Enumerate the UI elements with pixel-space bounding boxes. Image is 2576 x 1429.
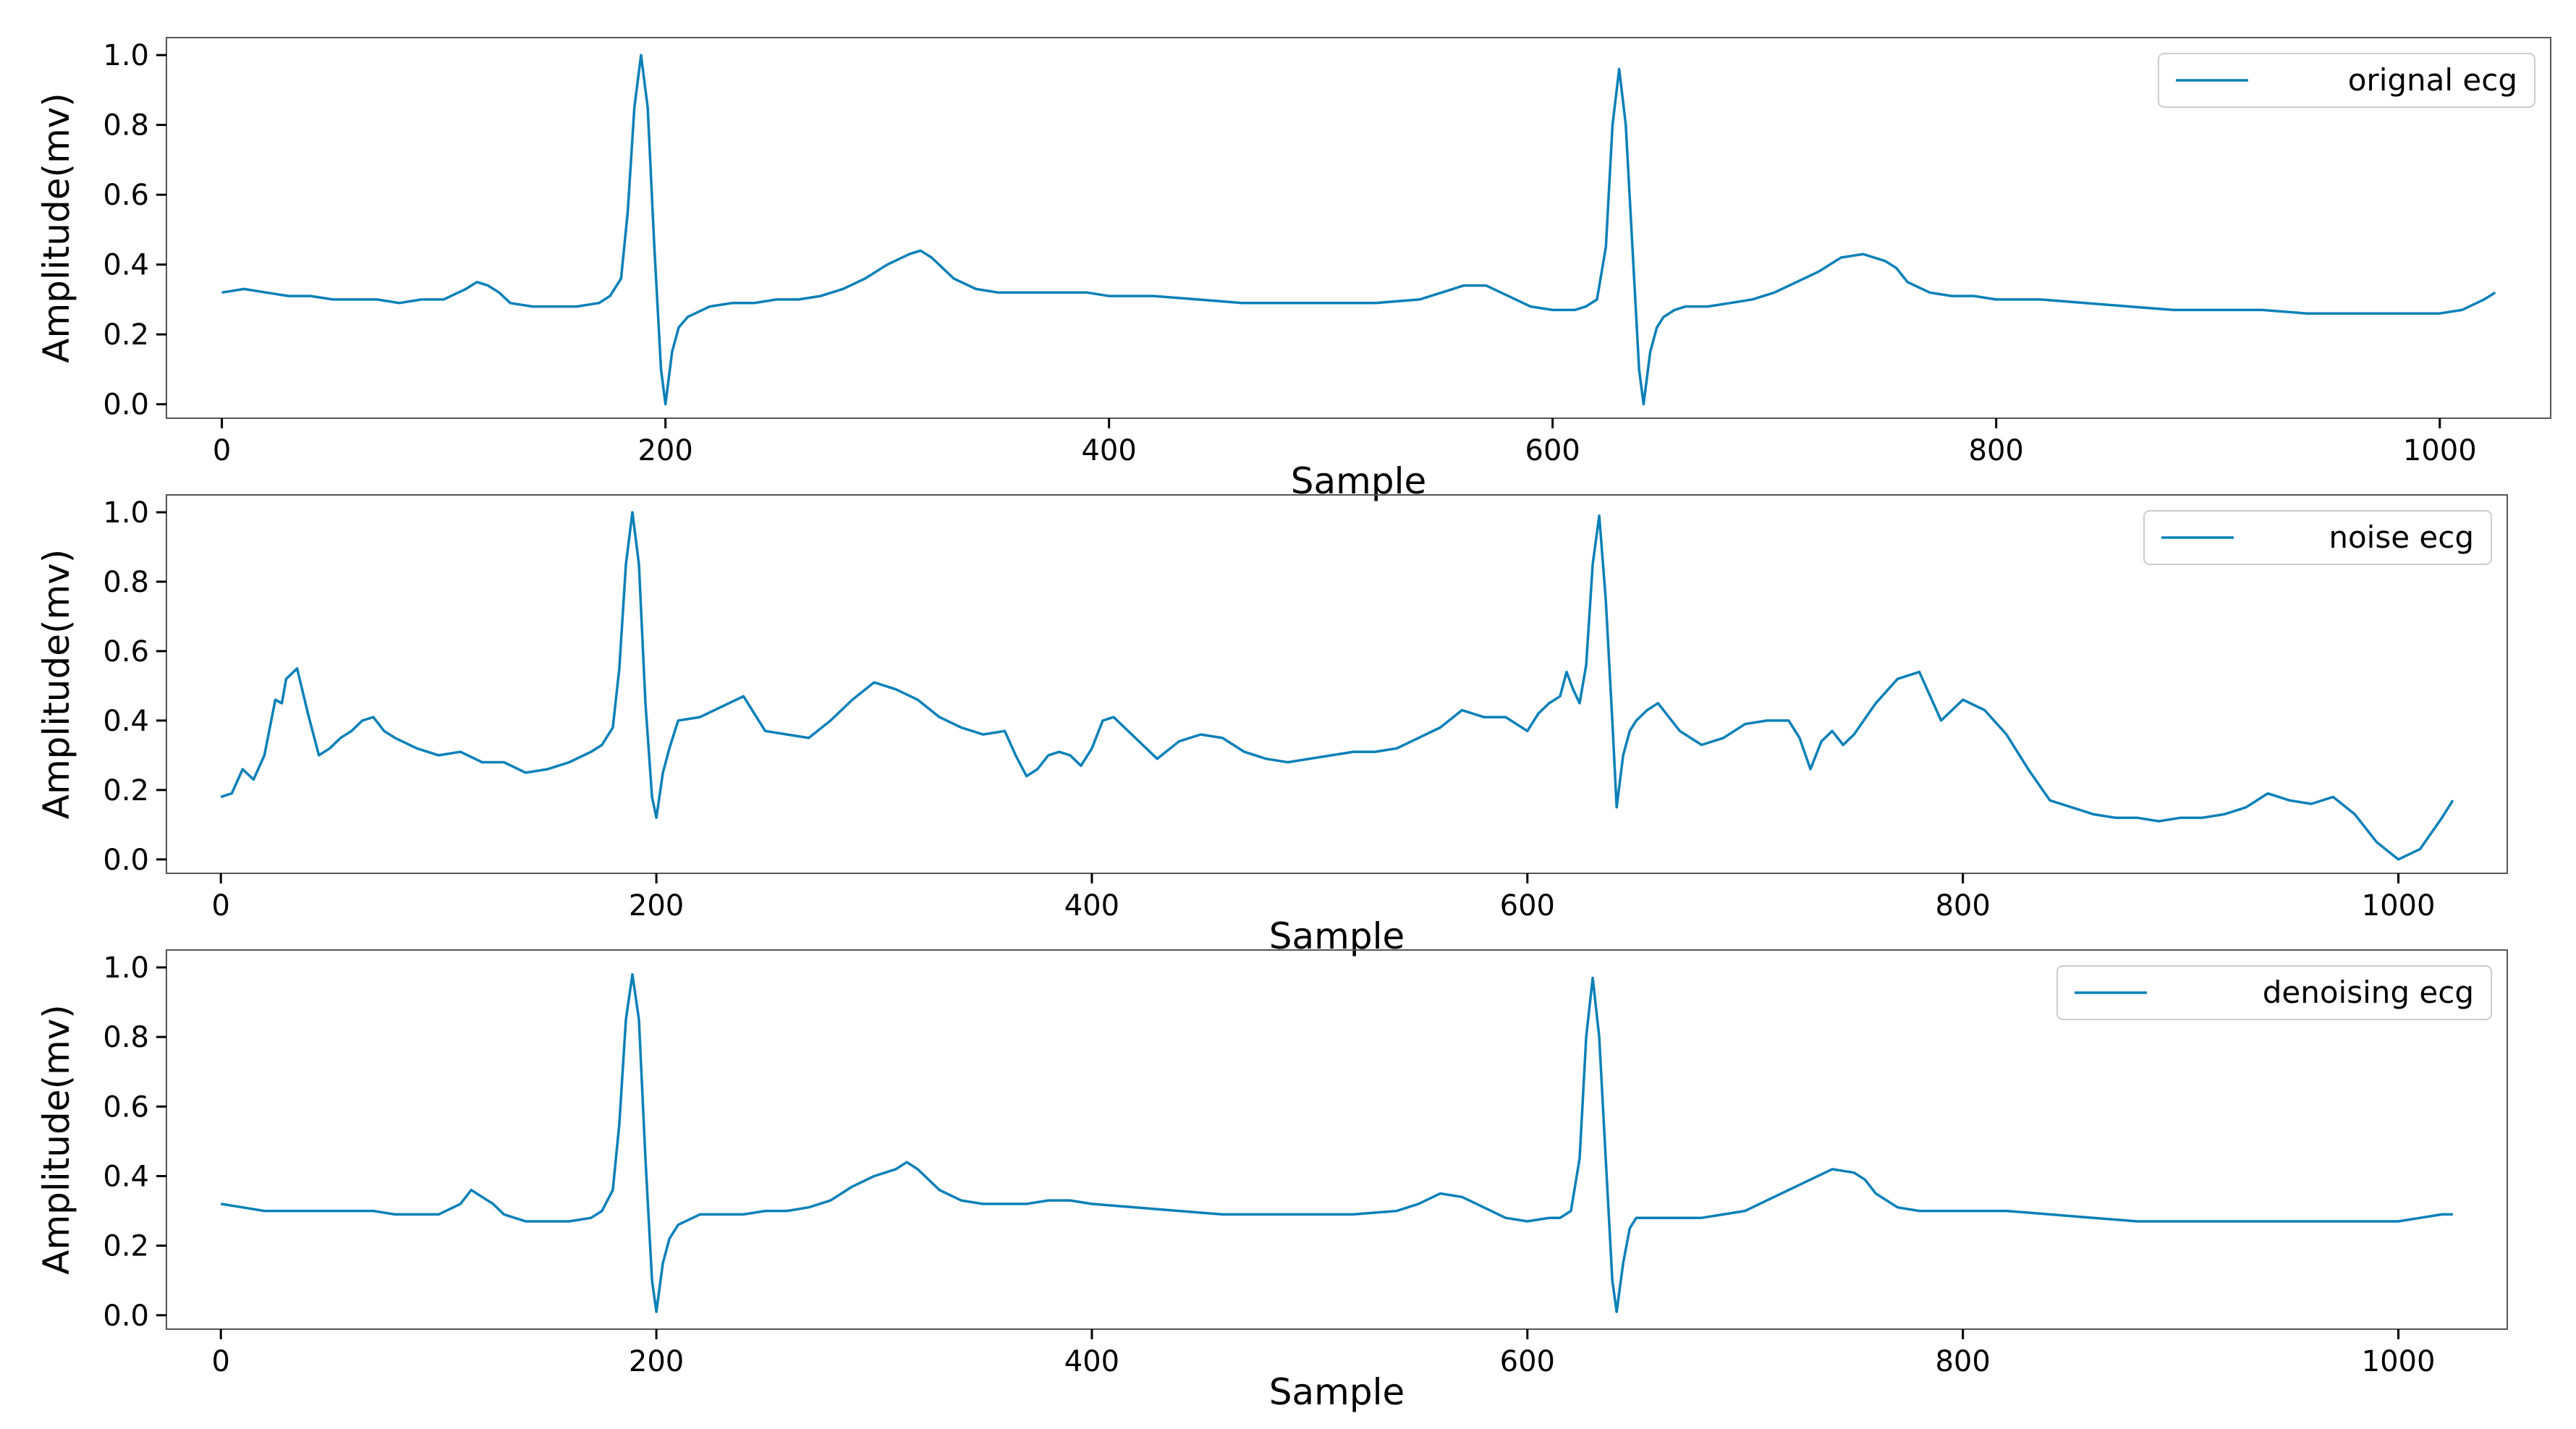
legend-label: noise ecg <box>2329 520 2474 555</box>
legend: noise ecg <box>2143 510 2492 565</box>
y-tick-label: 0.8 <box>103 109 149 143</box>
y-tick-label: 0.8 <box>103 566 149 599</box>
y-tick-label: 0.8 <box>103 1021 149 1054</box>
y-tick-label: 0.2 <box>103 774 149 807</box>
x-tick-label: 0 <box>212 1345 230 1378</box>
x-axis-title: Sample <box>1291 460 1426 502</box>
x-tick-label: 1000 <box>2362 1345 2436 1378</box>
y-tick-label: 0.6 <box>103 1090 149 1124</box>
y-tick-label: 1.0 <box>103 39 149 72</box>
y-tick-label: 0.2 <box>103 318 149 352</box>
axes-frame <box>166 37 2551 419</box>
y-tick-label: 0.0 <box>103 1299 149 1333</box>
subplot-2: 0.0 0.2 0.4 0.6 0.8 1.0 0 200 400 600 800 1000 Sampl… <box>35 494 2508 957</box>
legend-label: orignal ecg <box>2348 62 2517 98</box>
y-tick-label: 1.0 <box>103 496 149 530</box>
y-tick-label: 0.4 <box>103 1160 149 1193</box>
x-tick-label: 200 <box>629 1345 684 1378</box>
x-tick-label: 400 <box>1081 434 1136 467</box>
y-tick-label: 0.0 <box>103 844 149 877</box>
y-tick-label: 0.0 <box>103 389 149 422</box>
y-tick-label: 1.0 <box>103 951 149 985</box>
series-line-denoising-ecg <box>220 972 2453 1313</box>
y-tick-label: 0.4 <box>103 249 149 282</box>
y-tick-label: 0.4 <box>103 705 149 738</box>
x-tick-label: 200 <box>637 434 692 467</box>
y-axis-title: Amplitude(mv) <box>35 1004 77 1275</box>
legend-box <box>2056 965 2492 1020</box>
subplot-1: 0.0 0.2 0.4 0.6 0.8 1.0 0 200 400 600 800 1000 Sampl… <box>35 37 2551 502</box>
x-tick-label: 800 <box>1935 889 1990 923</box>
series-line-noise-ecg <box>220 511 2454 861</box>
y-tick-label: 0.2 <box>103 1230 149 1263</box>
y-axis-title: Amplitude(mv) <box>35 549 77 820</box>
subplot-3: 0.0 0.2 0.4 0.6 0.8 1.0 0 200 400 600 800 1000 Sampl… <box>35 949 2508 1413</box>
y-tick-label: 0.6 <box>103 179 149 212</box>
y-axis-title: Amplitude(mv) <box>35 93 77 363</box>
x-tick-label: 800 <box>1935 1345 1990 1378</box>
legend-box <box>2158 53 2535 108</box>
x-tick-label: 1000 <box>2403 434 2477 467</box>
axes-frame <box>166 494 2508 874</box>
legend: denoising ecg <box>2056 965 2492 1020</box>
axes-frame <box>166 949 2508 1330</box>
x-tick-label: 400 <box>1064 1345 1119 1378</box>
x-tick-label: 200 <box>629 889 684 923</box>
x-axis-title: Sample <box>1269 915 1404 957</box>
x-tick-label: 800 <box>1969 434 2024 467</box>
x-tick-label: 400 <box>1064 889 1119 923</box>
x-tick-label: 0 <box>212 889 230 923</box>
y-tick-label: 0.6 <box>103 635 149 669</box>
series-line-orignal-ecg <box>221 54 2496 406</box>
x-tick-label: 600 <box>1500 1345 1555 1378</box>
legend-box <box>2143 510 2492 565</box>
x-tick-label: 0 <box>213 434 231 467</box>
legend: orignal ecg <box>2158 53 2535 108</box>
legend-label: denoising ecg <box>2263 975 2474 1010</box>
x-axis-title: Sample <box>1269 1371 1404 1413</box>
x-tick-label: 1000 <box>2362 889 2436 923</box>
x-tick-label: 600 <box>1500 889 1555 923</box>
x-tick-label: 600 <box>1525 434 1580 467</box>
